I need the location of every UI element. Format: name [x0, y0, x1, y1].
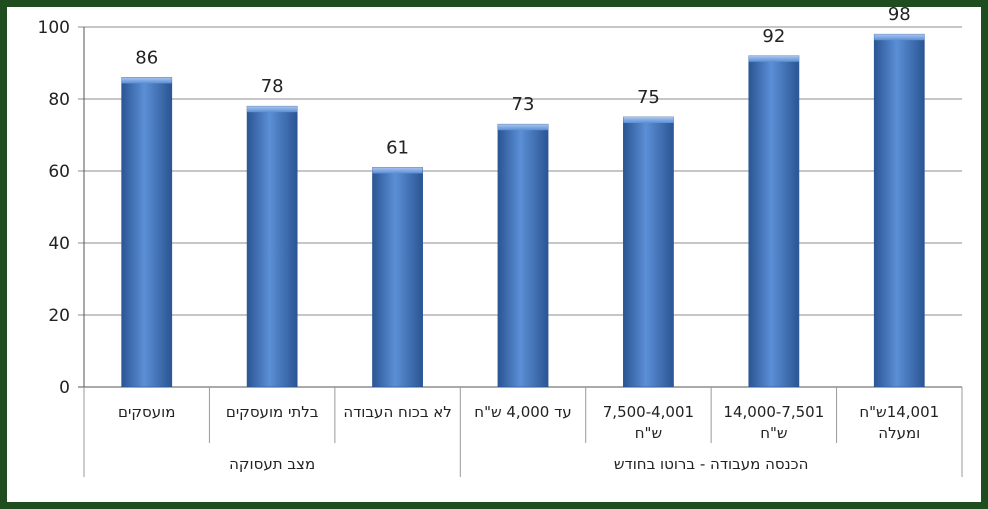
y-tick-label: 80	[48, 90, 70, 110]
x-tick-label: ש"ח	[635, 424, 662, 442]
data-labels: 86 78 61 73 75 92 98	[135, 7, 910, 158]
bar-cap	[121, 77, 172, 84]
x-tick-label: 14,001ש"ח	[859, 403, 939, 421]
x-tick-label: בלתי מועסקים	[226, 403, 319, 421]
group-label: מצב תעסוקה	[229, 455, 315, 473]
y-tick-label: 60	[48, 162, 70, 182]
bars	[121, 33, 925, 388]
x-tick-label: 14,000-7,501	[723, 403, 824, 421]
bar	[121, 77, 173, 388]
bar	[246, 105, 298, 388]
bar	[497, 123, 549, 388]
data-label: 75	[637, 87, 660, 108]
y-tick-label: 100	[38, 18, 70, 38]
x-tick-label: 7,500-4,001	[603, 403, 694, 421]
bar-cap	[372, 167, 423, 174]
data-label: 61	[386, 137, 409, 158]
y-tick-label: 0	[59, 378, 70, 398]
data-label: 73	[512, 94, 535, 115]
chart-frame: 0 20 40 60 80 100 86 78 61 73 75 92 98 מועסקים בלתי …	[7, 7, 981, 502]
bar-chart: 0 20 40 60 80 100 86 78 61 73 75 92 98 מועסקים בלתי …	[38, 7, 963, 477]
group-label: הכנסה מעבודה - ברוטו בחודש	[614, 455, 809, 473]
data-label: 78	[261, 76, 284, 97]
bar-cap	[247, 106, 298, 113]
data-label: 86	[135, 47, 158, 68]
y-tick-label: 20	[48, 306, 70, 326]
bar-cap	[497, 124, 549, 131]
bar	[873, 33, 925, 388]
bar-cap	[874, 34, 925, 41]
x-tick-label: עד 4,000 ש"ח	[474, 403, 571, 421]
bar	[372, 167, 423, 388]
y-tick-label: 40	[48, 234, 70, 254]
x-tick-label: ש"ח	[760, 424, 787, 442]
bar-cap	[623, 117, 674, 123]
x-tick-label: מועסקים	[118, 403, 175, 421]
x-tick-label: ומעלה	[878, 424, 920, 442]
bar	[748, 55, 800, 388]
data-label: 92	[762, 26, 785, 47]
y-axis-ticks: 0 20 40 60 80 100	[38, 18, 70, 398]
data-label: 98	[888, 7, 911, 25]
bar	[623, 116, 674, 388]
x-axis: מועסקים בלתי מועסקים לא בכוח העבודה עד 4,00…	[83, 387, 963, 477]
x-tick-label: לא בכוח העבודה	[343, 403, 452, 421]
bar-cap	[748, 55, 799, 62]
